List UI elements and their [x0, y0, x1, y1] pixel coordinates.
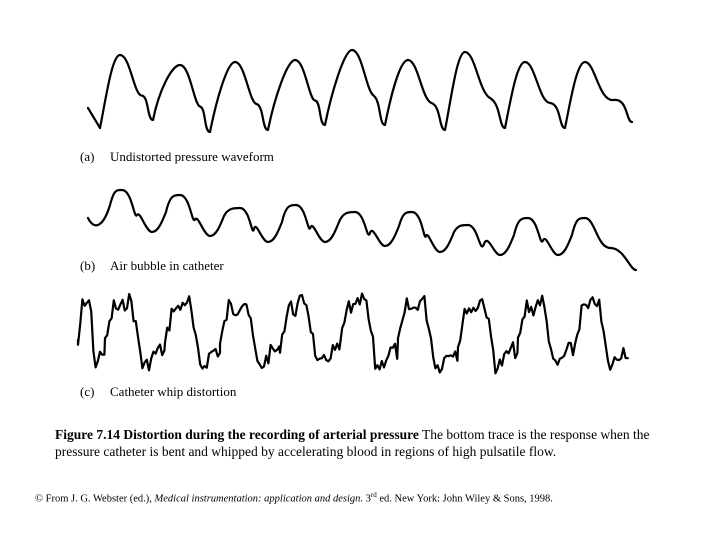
catheter-whip-trace: [76, 292, 629, 375]
credit-edition: . 3: [360, 493, 371, 505]
panel-b-text: Air bubble in catheter: [110, 258, 224, 273]
source-credit: © From J. G. Webster (ed.), Medical inst…: [35, 491, 715, 505]
figure-caption: Figure 7.14 Distortion during the record…: [55, 426, 665, 460]
credit-book-title: Medical instrumentation: application and…: [154, 493, 361, 505]
credit-prefix: © From J. G. Webster (ed.),: [35, 493, 155, 505]
panel-b-label: (b) Air bubble in catheter: [80, 258, 224, 274]
panel-c-tag: (c): [80, 384, 95, 399]
caption-title: Figure 7.14 Distortion during the record…: [55, 427, 419, 442]
air-bubble-trace: [86, 188, 638, 272]
panel-a-tag: (a): [80, 149, 95, 164]
panel-c-label: (c) Catheter whip distortion: [80, 384, 236, 400]
figure-waveforms: [76, 48, 638, 375]
panel-b-tag: (b): [80, 258, 96, 273]
undistorted-pressure-trace: [86, 48, 634, 134]
panel-a-text: Undistorted pressure waveform: [110, 149, 274, 164]
caption-body: The bottom trace is the response when th…: [55, 427, 650, 459]
credit-suffix: ed. New York: John Wiley & Sons, 1998.: [376, 493, 553, 505]
panel-a-label: (a) Undistorted pressure waveform: [80, 149, 274, 165]
credit-edition-sup: rd: [370, 491, 377, 499]
panel-c-text: Catheter whip distortion: [110, 384, 237, 399]
